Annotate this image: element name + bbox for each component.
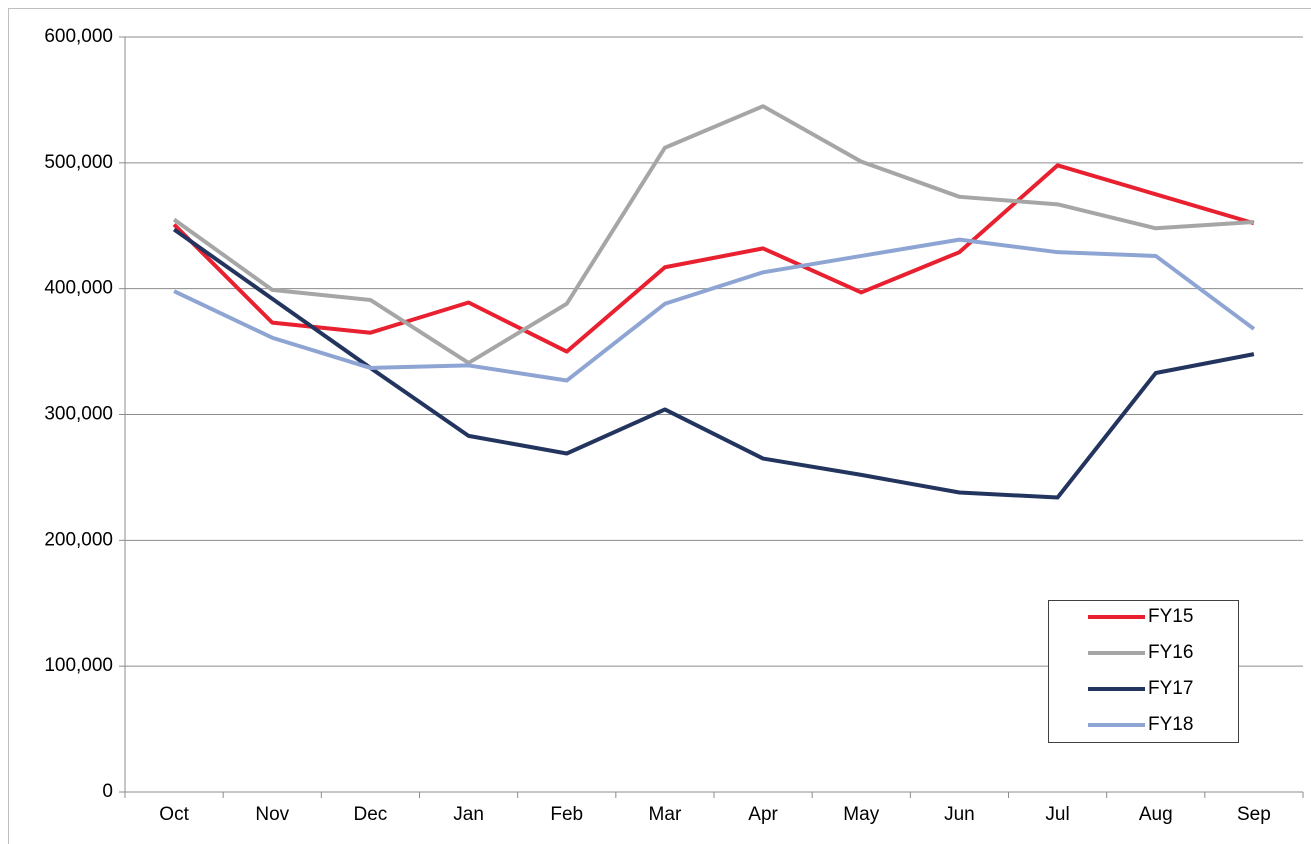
chart-frame bbox=[8, 8, 1311, 844]
legend-label: FY18 bbox=[1148, 714, 1193, 735]
y-tick-label: 100,000 bbox=[44, 655, 113, 676]
y-tick-label: 200,000 bbox=[44, 529, 113, 550]
series-line bbox=[172, 163, 1255, 354]
x-tick-label: Jul bbox=[1045, 804, 1069, 825]
y-tick-label: 600,000 bbox=[44, 26, 113, 47]
x-tick-label: Aug bbox=[1139, 804, 1173, 825]
legend-label: FY16 bbox=[1148, 642, 1193, 663]
legend-box bbox=[1048, 600, 1239, 743]
x-tick-label: Jan bbox=[453, 804, 484, 825]
x-tick-label: Dec bbox=[354, 804, 388, 825]
x-tick-label: Jun bbox=[944, 804, 975, 825]
legend-label: FY15 bbox=[1148, 606, 1193, 627]
x-tick-label: Feb bbox=[550, 804, 583, 825]
y-tick-label: 400,000 bbox=[44, 278, 113, 299]
y-tick-label: 500,000 bbox=[44, 152, 113, 173]
series-line bbox=[172, 104, 1255, 365]
x-tick-label: Apr bbox=[748, 804, 778, 825]
x-tick-label: Oct bbox=[159, 804, 189, 825]
series-line bbox=[173, 237, 1256, 383]
x-tick-label: May bbox=[843, 804, 879, 825]
y-tick-label: 300,000 bbox=[44, 404, 113, 425]
y-tick-label: 0 bbox=[102, 781, 113, 802]
x-tick-label: Nov bbox=[255, 804, 289, 825]
series-line bbox=[172, 227, 1255, 500]
x-tick-label: Sep bbox=[1237, 804, 1271, 825]
legend-label: FY17 bbox=[1148, 678, 1193, 699]
x-tick-label: Mar bbox=[649, 804, 682, 825]
